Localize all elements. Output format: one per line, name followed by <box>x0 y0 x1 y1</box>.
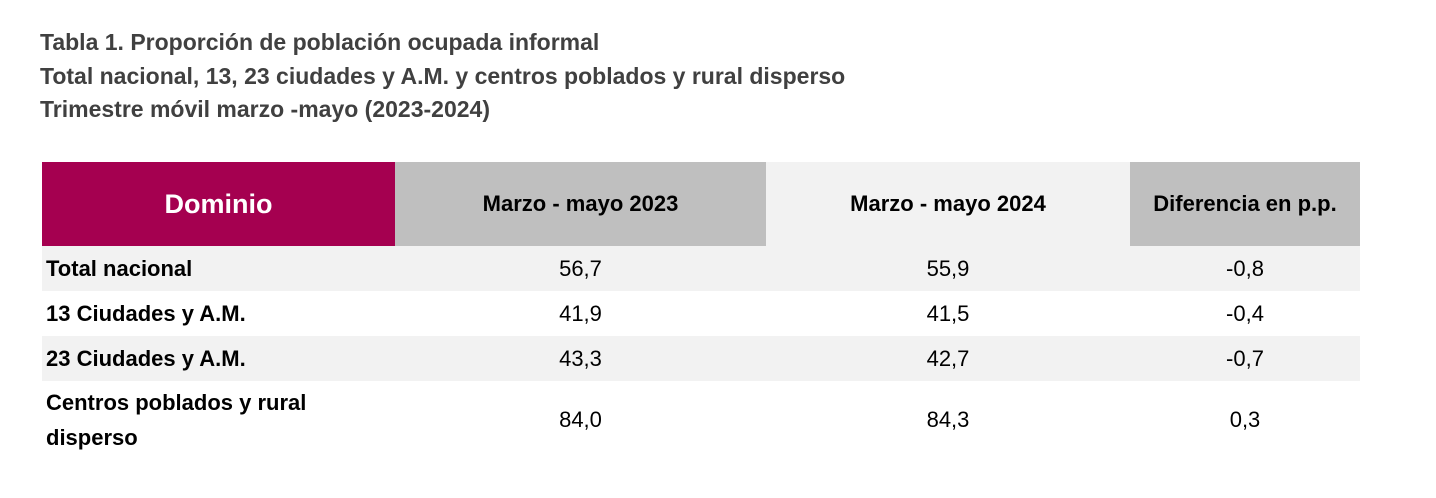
table-row: 23 Ciudades y A.M. 43,3 42,7 -0,7 <box>42 336 1360 381</box>
title-line: Trimestre móvil marzo -mayo (2023-2024) <box>40 96 490 122</box>
table-cell: 84,3 <box>926 407 970 432</box>
column-header: Marzo - mayo 2024 <box>766 162 1130 246</box>
header-row: Dominio Marzo - mayo 2023 Marzo - mayo 202… <box>42 162 1360 246</box>
title-line: Total nacional, 13, 23 ciudades y A.M. y… <box>40 62 846 89</box>
table-body: Total nacional 56,7 55,9 -0,8 13 Ciudades y … <box>42 246 1360 459</box>
table-cell: 56,7 <box>395 246 766 291</box>
table-cell: 41,9 <box>559 300 602 326</box>
row-label: 13 Ciudades y A.M. <box>46 301 246 326</box>
table-row: Total nacional 56,7 55,9 -0,8 <box>42 246 1360 291</box>
table-row: Centros poblados y rural disperso 84,0 84,… <box>42 381 1360 459</box>
table-cell: 41,5 <box>926 300 970 326</box>
title-line: Tabla 1. Proporción de población ocupada… <box>40 29 600 55</box>
table-head: Dominio Marzo - mayo 2023 Marzo - mayo 202… <box>42 162 1360 246</box>
table-cell: -0,8 <box>1130 246 1360 291</box>
title-block: Tabla 1. Proporción de población ocupada… <box>40 26 845 127</box>
column-header: Marzo - mayo 2023 <box>395 162 766 246</box>
table-cell: 42,7 <box>766 336 1130 381</box>
table-cell: 84,0 <box>559 407 602 432</box>
data-table: Dominio Marzo - mayo 2023 Marzo - mayo 202… <box>42 162 1360 459</box>
table-cell: 0,3 <box>1229 407 1261 432</box>
row-label: 23 Ciudades y A.M. <box>42 336 395 381</box>
table-cell: 55,9 <box>766 246 1130 291</box>
column-header: Diferencia en p.p. <box>1130 162 1360 246</box>
table-cell: 43,3 <box>395 336 766 381</box>
row-label: Centros poblados y rural disperso <box>46 390 307 450</box>
column-header: Dominio <box>42 162 395 246</box>
row-label: Total nacional <box>42 246 395 291</box>
table-row: 13 Ciudades y A.M. 41,9 41,5 -0,4 <box>42 291 1360 336</box>
table-cell: -0,7 <box>1130 336 1360 381</box>
table-cell: -0,4 <box>1226 300 1264 326</box>
